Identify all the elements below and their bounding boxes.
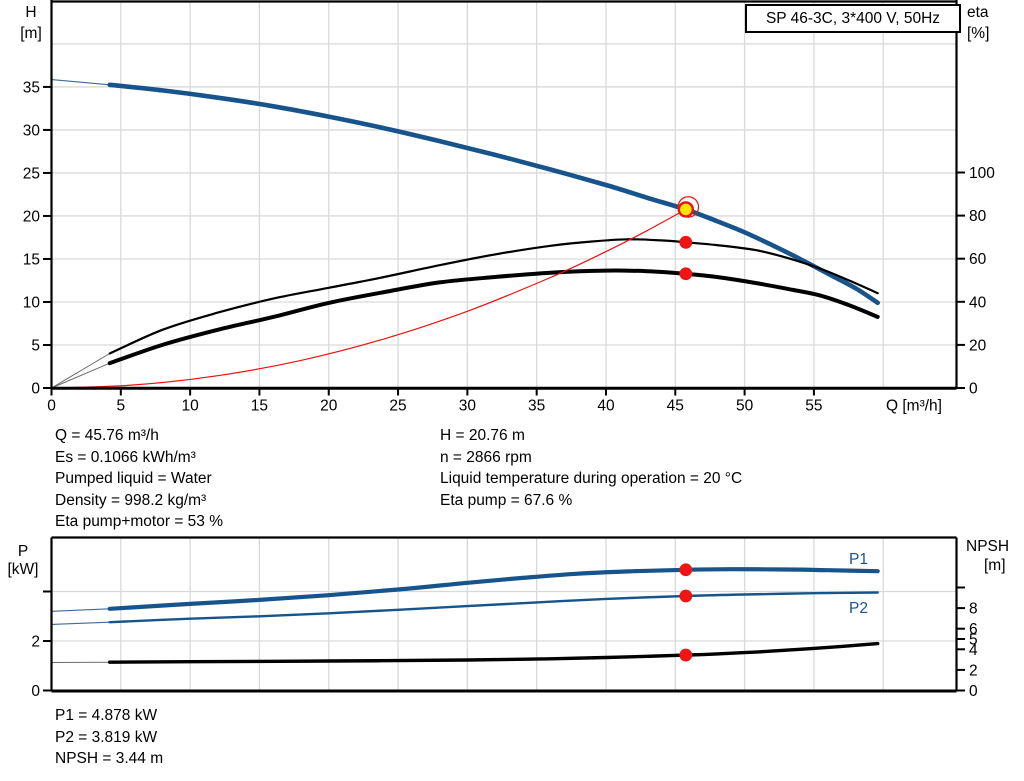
- tick-label: 35: [528, 398, 545, 415]
- npsh-axis-unit: [m]: [984, 557, 1006, 574]
- info-eta-pump-motor: Eta pump+motor = 53 %: [55, 513, 224, 530]
- info-p1: P1 = 4.878 kW: [55, 707, 158, 724]
- chart-title-box: SP 46-3C, 3*400 V, 50Hz: [745, 4, 961, 33]
- curve-head-curve-lead-in: [51, 79, 110, 86]
- operating-point-dot: [679, 267, 693, 281]
- top-chart-curves: [51, 79, 880, 389]
- p2-curve-label: P2: [849, 600, 868, 617]
- info-temp: Liquid temperature during operation = 20…: [440, 470, 743, 487]
- p-axis-unit: [kW]: [8, 561, 39, 578]
- info-es: Es = 0.1066 kWh/m³: [55, 449, 196, 466]
- tick-label: 0: [969, 381, 978, 398]
- tick-label: 5: [969, 632, 978, 649]
- tick-label: 100: [969, 165, 995, 182]
- top-chart-gridlines: [51, 1, 957, 388]
- info-npsh: NPSH = 3.44 m: [55, 750, 164, 767]
- curve-eta-pump: [108, 238, 879, 355]
- tick-label: 45: [667, 398, 684, 415]
- curve-eta-pump-lead-in: [51, 353, 110, 389]
- tick-label: 15: [251, 398, 268, 415]
- curve-eta-pump-motor: [107, 268, 880, 366]
- tick-label: 0: [969, 683, 978, 700]
- tick-label: 40: [969, 294, 987, 311]
- operating-point-dot: [679, 648, 693, 662]
- tick-label: 0: [31, 683, 40, 700]
- tick-label: 0: [47, 398, 56, 415]
- info-rpm: n = 2866 rpm: [440, 449, 532, 466]
- bottom-chart-gridlines: [51, 537, 957, 691]
- curve-system-curve: [51, 208, 687, 389]
- info-liquid: Pumped liquid = Water: [55, 470, 212, 487]
- h-axis-unit: [m]: [20, 25, 42, 42]
- bottom-chart-markers: [679, 563, 693, 662]
- info-h: H = 20.76 m: [440, 427, 525, 444]
- operating-point-dot: [679, 563, 693, 577]
- tick-label: 20: [320, 398, 338, 415]
- tick-label: 0: [31, 381, 40, 398]
- curve-p1-curve: [107, 567, 880, 611]
- top-chart-markers: [677, 196, 700, 281]
- tick-label: 2: [31, 634, 40, 651]
- h-axis-title: H: [25, 4, 36, 21]
- curve-npsh-curve: [108, 641, 880, 664]
- top-chart-frame: [50, 0, 958, 390]
- curve-eta-pump-motor-lead-in: [51, 362, 110, 389]
- tick-label: 20: [969, 337, 987, 354]
- bottom-chart-frame: [50, 536, 958, 693]
- bottom-chart-curves: [51, 567, 880, 664]
- npsh-axis-title: NPSH: [966, 538, 1009, 555]
- p-axis-title: P: [18, 543, 28, 560]
- eta-axis-unit: [%]: [967, 25, 989, 42]
- tick-label: 4: [969, 642, 978, 659]
- tick-label: 8: [969, 601, 978, 618]
- tick-label: 15: [23, 251, 40, 268]
- info-q: Q = 45.76 m³/h: [55, 427, 159, 444]
- tick-label: 5: [116, 398, 125, 415]
- curve-p2-lead-in: [51, 621, 110, 625]
- curve-head-curve: [107, 82, 880, 306]
- curve-p1-lead-in: [51, 608, 110, 612]
- tick-label: 50: [736, 398, 754, 415]
- tick-label: 5: [31, 337, 40, 354]
- q-axis-title: Q [m³/h]: [886, 398, 942, 415]
- tick-label: 80: [969, 208, 987, 225]
- curve-p2-curve: [108, 591, 879, 624]
- tick-label: 2: [969, 662, 978, 679]
- duty-point-marker: [677, 201, 695, 218]
- bottom-chart-ticks: 2 0 8 654 2 0: [31, 586, 978, 700]
- tick-label: 55: [805, 398, 822, 415]
- operating-point-dot: [679, 235, 693, 249]
- tick-label: 25: [23, 165, 40, 182]
- tick-label: 6: [969, 621, 978, 638]
- tick-label: 60: [969, 251, 987, 268]
- tick-label: 30: [459, 398, 477, 415]
- info-eta-pump: Eta pump = 67.6 %: [440, 492, 573, 509]
- tick-label: 35: [23, 79, 40, 96]
- info-p2: P2 = 3.819 kW: [55, 729, 158, 746]
- operating-point-dot: [679, 589, 693, 603]
- info-density: Density = 998.2 kg/m³: [55, 492, 207, 509]
- tick-label: 10: [23, 294, 41, 311]
- eta-axis-title: eta: [967, 4, 989, 21]
- tick-label: 10: [181, 398, 199, 415]
- tick-label: 20: [23, 208, 41, 225]
- tick-label: 30: [23, 122, 41, 139]
- tick-label: 40: [597, 398, 615, 415]
- pump-title: SP 46-3C, 3*400 V, 50Hz: [765, 10, 941, 27]
- tick-label: 25: [389, 398, 406, 415]
- p1-curve-label: P1: [849, 551, 868, 568]
